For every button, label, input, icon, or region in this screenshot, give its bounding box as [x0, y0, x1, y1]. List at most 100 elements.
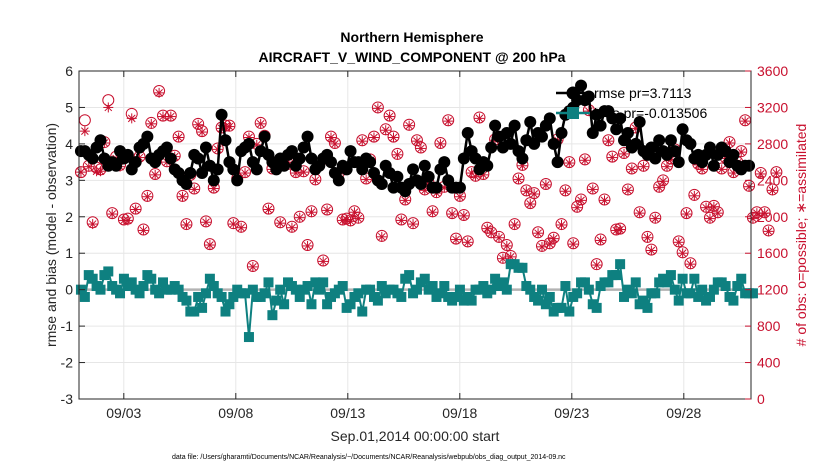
obs-assimilated-point: [79, 126, 90, 137]
bias-point: [517, 262, 528, 273]
bias-point: [247, 284, 258, 295]
rmse-point: [575, 79, 588, 92]
obs-assimilated-point: [462, 237, 473, 248]
bias-point: [189, 306, 200, 317]
bias-point: [697, 284, 708, 295]
obs-assimilated-point: [486, 228, 497, 239]
bias-point: [662, 277, 672, 288]
rmse-point: [664, 134, 677, 147]
rmse-point: [160, 141, 173, 154]
obs-assimilated-point: [130, 204, 141, 215]
rmse-point: [141, 130, 154, 143]
obs-assimilated-point: [415, 143, 426, 154]
rmse-point: [258, 130, 271, 143]
legend-rmse-marker: [566, 86, 580, 100]
obs-assimilated-point: [154, 87, 165, 98]
bias-point: [419, 273, 430, 284]
bias-point: [228, 291, 239, 302]
rmse-point: [653, 134, 666, 147]
obs-assimilated-point: [681, 209, 692, 220]
rmse-point: [676, 123, 689, 136]
bias-point: [630, 277, 641, 288]
rmse-point: [285, 145, 298, 158]
rmse-point: [524, 116, 537, 129]
bias-point: [736, 273, 747, 284]
rmse-point: [340, 163, 353, 176]
bias-point: [372, 295, 383, 306]
rmse-point: [391, 170, 404, 183]
obs-assimilated-point: [572, 202, 583, 213]
rmse-point: [129, 156, 142, 169]
obs-assimilated-point: [767, 185, 778, 196]
obs-assimilated-point: [474, 113, 485, 124]
obs-assimilated-point: [560, 186, 571, 197]
bias-point: [314, 284, 325, 295]
obs-assimilated-point: [451, 234, 462, 245]
bias-point: [208, 281, 219, 292]
y-tick-label: 6: [65, 63, 73, 79]
bias-point: [591, 302, 602, 313]
obs-assimilated-point: [236, 222, 247, 233]
obs-assimilated-point: [193, 119, 204, 130]
y-right-tick-label: 1600: [757, 245, 788, 261]
bias-point: [693, 291, 704, 302]
obs-assimilated-point: [513, 174, 524, 185]
obs-assimilated-point: [87, 219, 98, 230]
obs-assimilated-point: [247, 261, 258, 272]
obs-assimilated-point: [322, 205, 333, 216]
rmse-point: [727, 148, 740, 161]
rmse-point: [649, 152, 662, 165]
obs-assimilated-point: [380, 125, 391, 136]
obs-assimilated-point: [533, 228, 544, 239]
bias-point: [704, 291, 715, 302]
obs-assimilated-point: [95, 166, 106, 177]
obs-assimilated-point: [75, 167, 86, 178]
bias-point: [728, 295, 739, 306]
obs-assimilated-point: [521, 186, 532, 197]
rmse-point: [528, 137, 541, 150]
rmse-point: [672, 156, 685, 169]
y-right-tick-label: 400: [757, 355, 781, 371]
bias-point: [365, 284, 376, 295]
bias-point: [650, 288, 661, 299]
obs-assimilated-point: [712, 208, 723, 219]
rmse-point: [325, 156, 337, 169]
obs-assimilated-point: [587, 184, 598, 195]
obs-assimilated-point: [142, 191, 153, 202]
obs-assimilated-point: [634, 208, 645, 219]
obs-assimilated-point: [298, 167, 309, 178]
bias-point: [138, 281, 149, 292]
bias-point: [126, 277, 137, 288]
bias-point: [677, 273, 688, 284]
bias-point: [626, 288, 637, 299]
obs-assimilated-point: [392, 149, 403, 160]
obs-assimilated-point: [576, 195, 587, 206]
obs-assimilated-point: [591, 260, 602, 271]
obs-assimilated-point: [497, 253, 508, 264]
bias-point: [345, 299, 356, 310]
bias-point: [224, 299, 235, 310]
bias-point: [603, 277, 614, 288]
bias-point: [158, 277, 168, 288]
obs-assimilated-point: [255, 118, 266, 129]
obs-assimilated-point: [177, 191, 188, 202]
rmse-point: [356, 163, 369, 176]
obs-assimilated-point: [525, 199, 536, 210]
obs-assimilated-point: [556, 219, 567, 230]
rmse-point: [508, 119, 521, 132]
obs-assimilated-point: [638, 161, 649, 172]
bias-point: [619, 291, 630, 302]
rmse-point: [301, 130, 314, 143]
bias-point: [490, 273, 501, 284]
bias-point: [451, 291, 462, 302]
obs-assimilated-point: [294, 212, 305, 223]
chart-title-line-2: AIRCRAFT_V_WIND_COMPONENT @ 200 hPa: [259, 49, 566, 65]
obs-assimilated-point: [509, 219, 520, 230]
rmse-point: [86, 152, 99, 165]
bias-point: [259, 288, 270, 299]
obs-assimilated-point: [540, 179, 551, 190]
obs-assimilated-point: [603, 136, 614, 147]
rmse-point: [543, 112, 556, 125]
bias-point: [79, 291, 90, 302]
rmse-point: [332, 174, 345, 187]
